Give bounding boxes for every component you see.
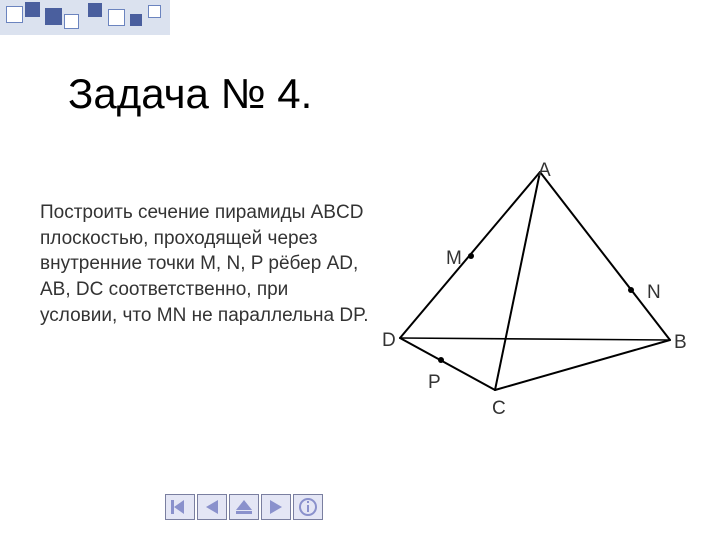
label-M: M xyxy=(446,248,462,270)
nav-up-button[interactable] xyxy=(229,494,259,520)
logo-bar xyxy=(0,0,170,35)
label-B: B xyxy=(674,332,687,354)
nav-next-button[interactable] xyxy=(261,494,291,520)
pyramid-diagram xyxy=(380,160,680,420)
nav-first-button[interactable] xyxy=(165,494,195,520)
label-P: P xyxy=(428,372,441,394)
label-A: A xyxy=(538,160,551,182)
label-C: C xyxy=(492,398,506,420)
problem-text: Построить сечение пирамиды ABCD плоскост… xyxy=(40,200,370,328)
label-D: D xyxy=(382,330,396,352)
label-N: N xyxy=(647,282,661,304)
nav-prev-button[interactable] xyxy=(197,494,227,520)
nav-info-button[interactable] xyxy=(293,494,323,520)
slide-title: Задача № 4. xyxy=(68,70,312,118)
nav-bar xyxy=(165,494,323,520)
